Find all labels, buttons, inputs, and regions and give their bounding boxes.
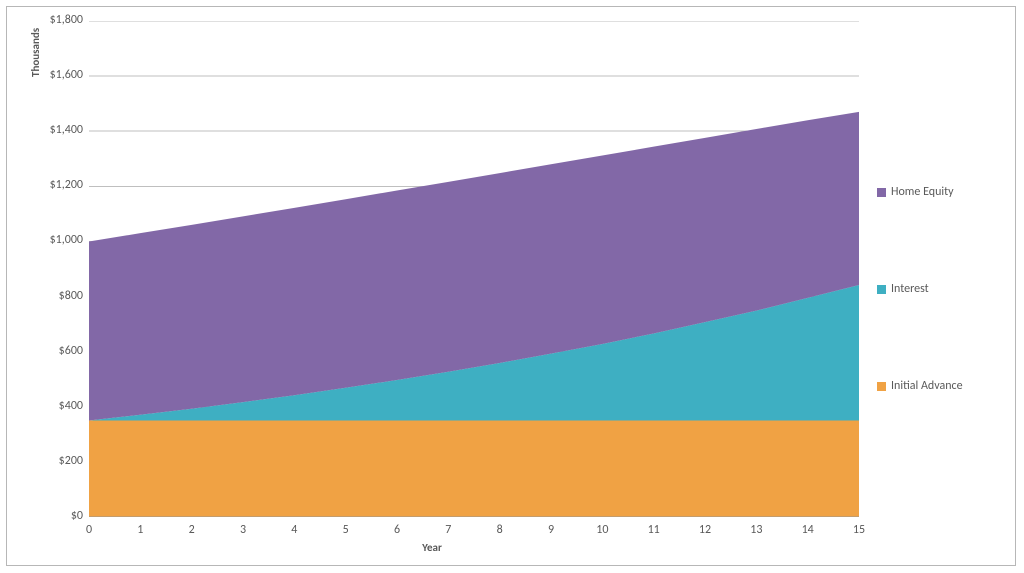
legend-label: Interest	[891, 282, 929, 296]
x-tick-label: 5	[331, 523, 361, 537]
chart-frame: Thousands $0$200$400$600$800$1,000$1,200…	[6, 6, 1016, 566]
x-tick-label: 6	[382, 523, 412, 537]
y-tick-label: $400	[33, 399, 83, 413]
y-tick-label: $1,600	[33, 68, 83, 82]
x-tick-label: 11	[639, 523, 669, 537]
legend-item: Interest	[877, 282, 929, 296]
y-tick-label: $1,800	[33, 13, 83, 27]
legend-item: Home Equity	[877, 185, 954, 199]
x-tick-label: 1	[125, 523, 155, 537]
x-tick-label: 13	[741, 523, 771, 537]
x-tick-label: 7	[433, 523, 463, 537]
legend-label: Home Equity	[891, 185, 954, 199]
x-tick-label: 4	[279, 523, 309, 537]
y-tick-label: $200	[33, 454, 83, 468]
x-tick-label: 0	[74, 523, 104, 537]
y-tick-label: $1,000	[33, 233, 83, 247]
y-tick-label: $1,200	[33, 178, 83, 192]
x-tick-label: 2	[177, 523, 207, 537]
y-tick-label: $0	[33, 509, 83, 523]
legend-swatch	[877, 285, 886, 294]
x-tick-label: 15	[844, 523, 874, 537]
x-tick-label: 8	[485, 523, 515, 537]
y-tick-label: $600	[33, 344, 83, 358]
legend-label: Initial Advance	[891, 379, 963, 393]
x-axis-title: Year	[7, 541, 857, 554]
x-tick-label: 12	[690, 523, 720, 537]
legend-item: Initial Advance	[877, 379, 963, 393]
y-tick-label: $800	[33, 289, 83, 303]
x-tick-label: 14	[793, 523, 823, 537]
x-tick-label: 3	[228, 523, 258, 537]
stacked-area-plot	[89, 21, 859, 517]
legend-swatch	[877, 188, 886, 197]
legend-swatch	[877, 382, 886, 391]
y-tick-label: $1,400	[33, 123, 83, 137]
x-tick-label: 10	[587, 523, 617, 537]
x-tick-label: 9	[536, 523, 566, 537]
